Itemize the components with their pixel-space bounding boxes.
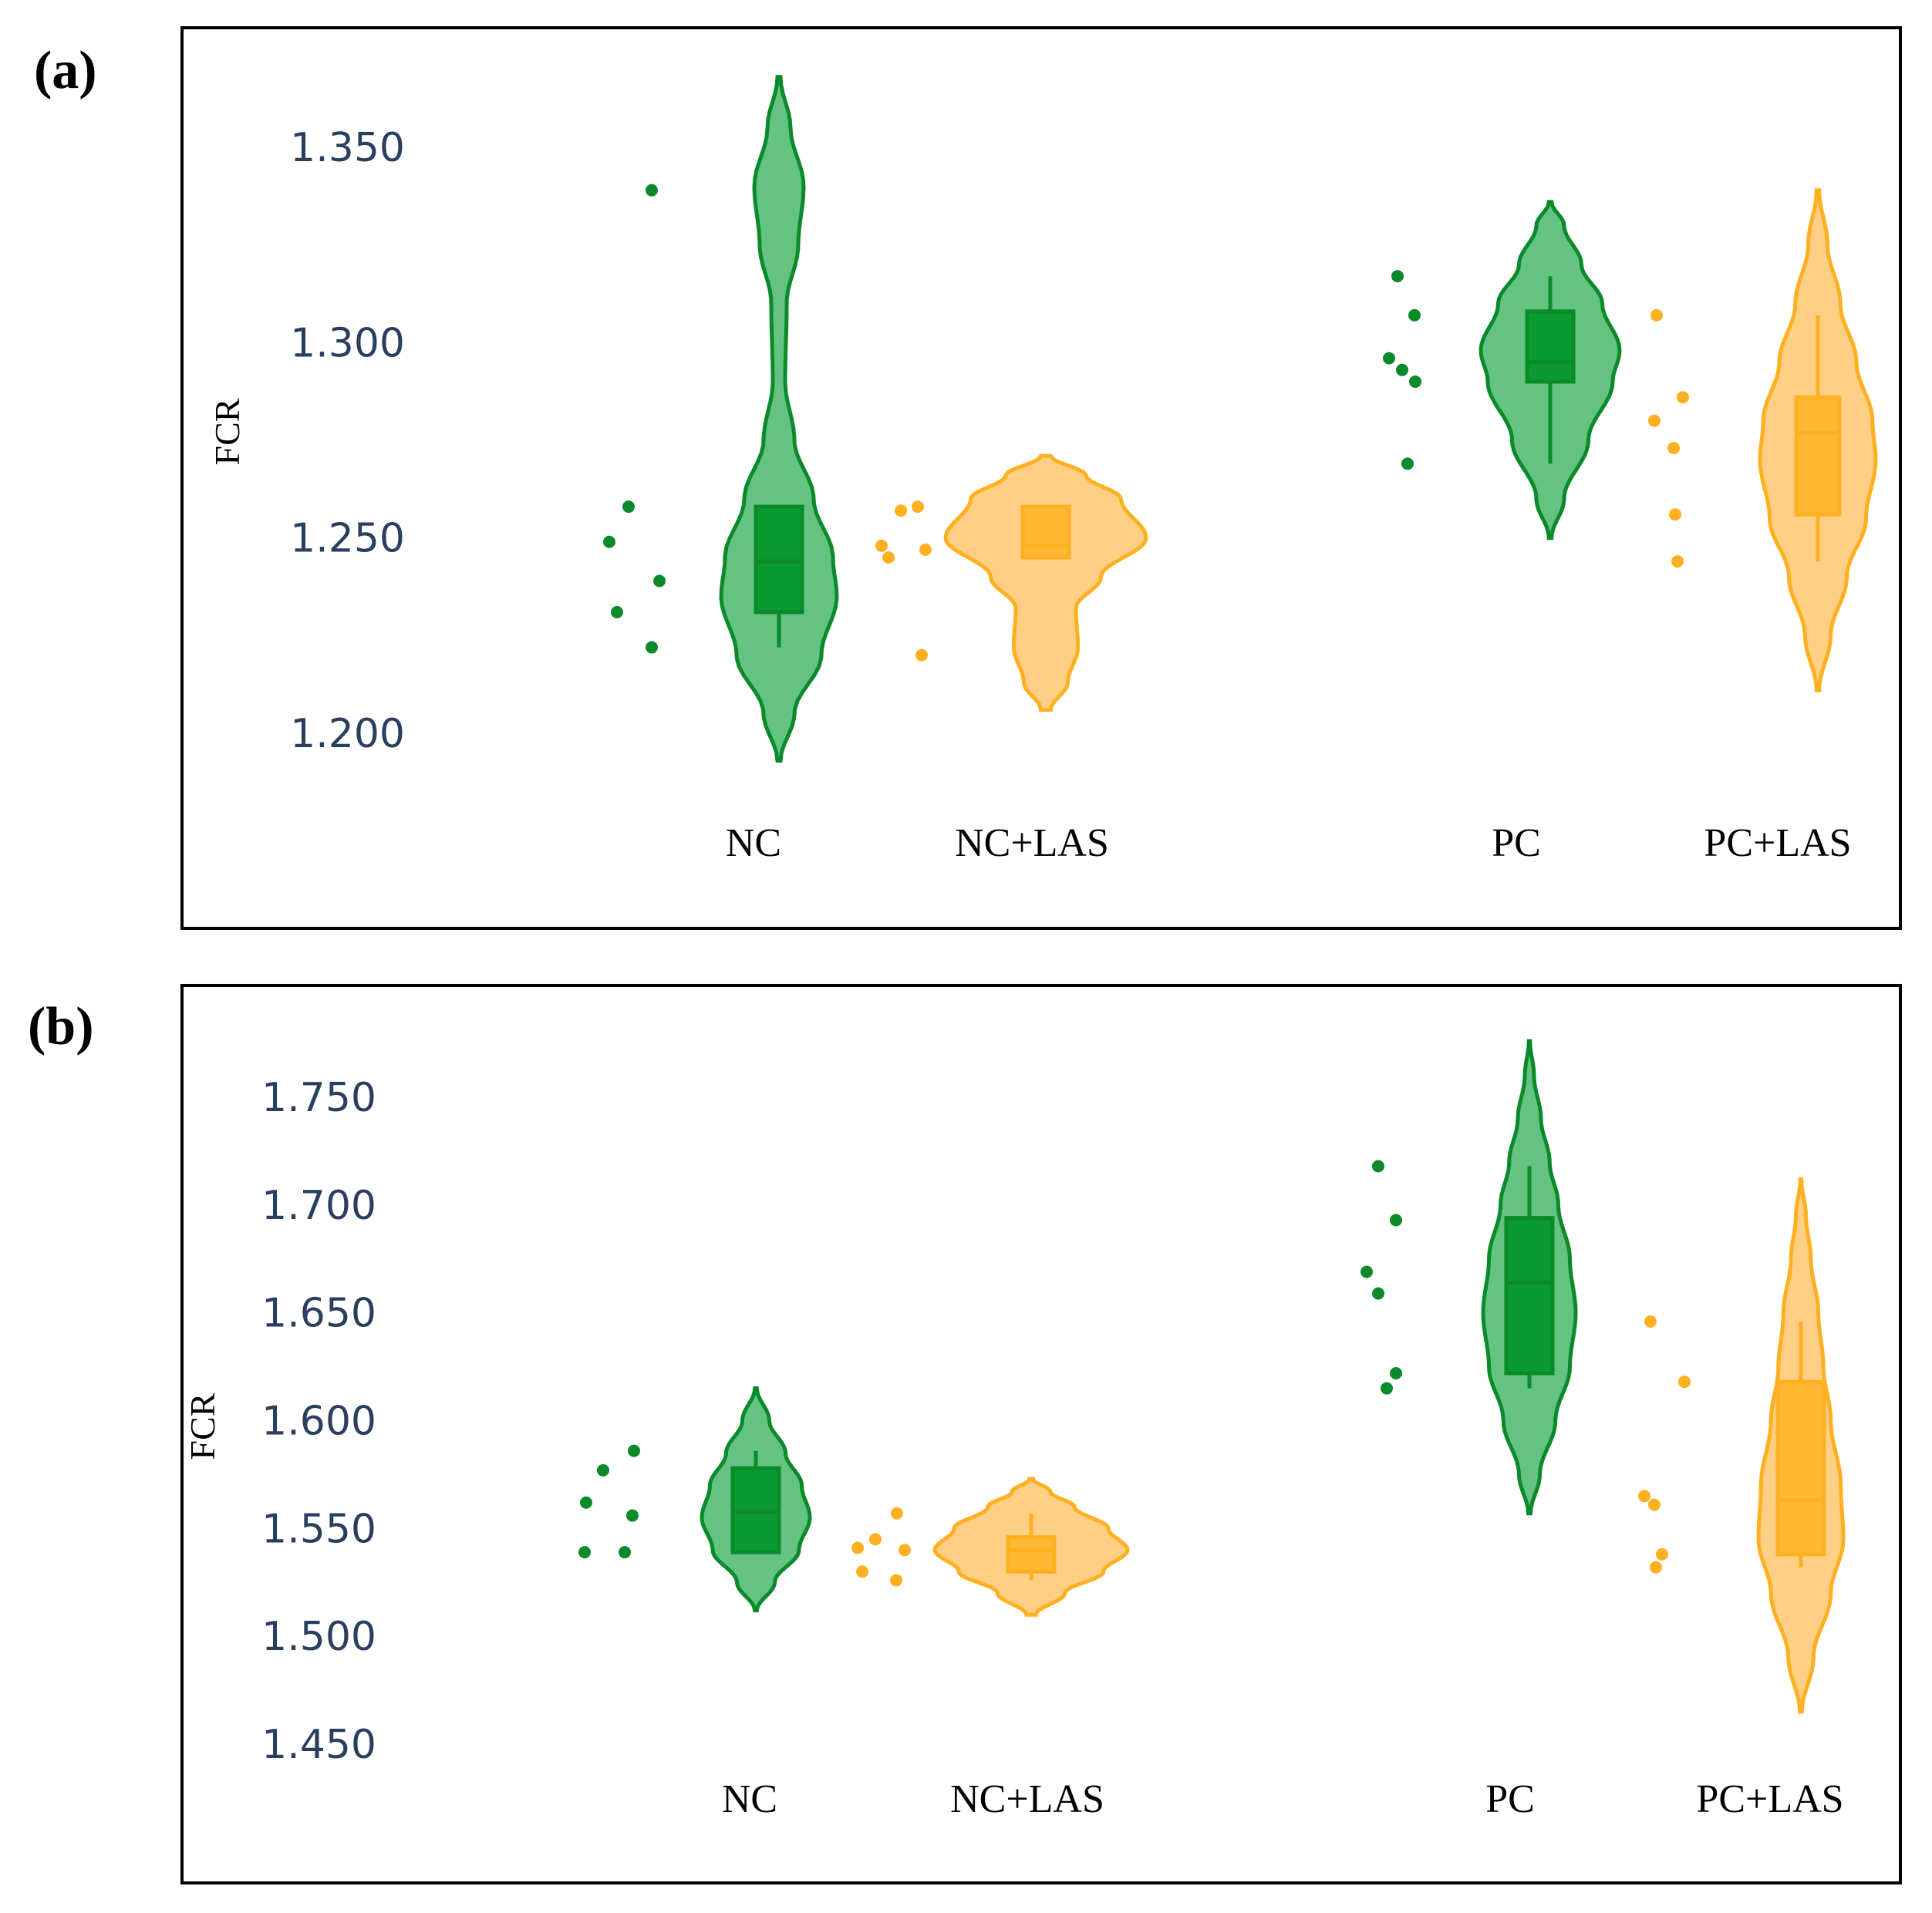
box-iqr (1006, 1535, 1057, 1574)
data-point (912, 500, 924, 514)
data-point (1650, 308, 1663, 322)
data-point (1409, 376, 1421, 388)
violin-nc-las (943, 453, 1148, 712)
data-point (1648, 414, 1661, 427)
data-point (580, 1496, 592, 1509)
violin-nc (719, 75, 839, 763)
y-tick-label: 1.600 (261, 1399, 376, 1445)
data-point (1638, 1490, 1650, 1503)
y-tick-label: 1.300 (290, 320, 405, 366)
x-category-label: PC+LAS (1704, 821, 1851, 865)
data-point (603, 535, 615, 548)
data-point (1648, 1498, 1661, 1511)
data-point (622, 500, 635, 514)
y-tick-label: 1.700 (261, 1183, 376, 1229)
data-point (891, 1507, 903, 1520)
data-point (1390, 1214, 1402, 1227)
data-point (646, 184, 658, 197)
data-point (646, 641, 658, 654)
data-point (578, 1546, 591, 1559)
data-point (611, 605, 623, 618)
box-iqr (754, 504, 804, 615)
data-point (895, 504, 907, 517)
data-point (626, 1509, 639, 1522)
data-point (1677, 391, 1689, 404)
data-point (1401, 457, 1414, 470)
data-point (1391, 270, 1404, 283)
data-point (1671, 555, 1684, 568)
data-point (1396, 363, 1408, 376)
panel-b-label: (b) (28, 997, 94, 1056)
y-tick-label: 1.450 (261, 1722, 376, 1768)
data-point (1667, 442, 1680, 455)
data-point (1408, 308, 1421, 322)
box-iqr (1775, 1379, 1826, 1557)
data-point (619, 1546, 631, 1559)
data-point (628, 1444, 640, 1457)
data-point (899, 1544, 911, 1557)
data-point (915, 648, 928, 662)
x-category-label: NC (722, 1777, 777, 1821)
y-tick-label: 1.250 (290, 516, 405, 562)
data-point (1656, 1548, 1668, 1561)
data-point (1372, 1287, 1384, 1300)
data-point (1650, 1561, 1662, 1574)
y-tick-label: 1.500 (261, 1614, 376, 1660)
data-point (1669, 508, 1681, 521)
panel-b-frame (180, 984, 1902, 1884)
data-point (856, 1565, 868, 1578)
data-point (875, 539, 888, 552)
box-iqr (1020, 504, 1071, 560)
x-category-label: NC+LAS (950, 1777, 1104, 1821)
x-category-label: PC+LAS (1696, 1777, 1843, 1821)
y-tick-label: 1.750 (261, 1075, 376, 1121)
data-point (1360, 1265, 1373, 1278)
data-point (1372, 1160, 1384, 1173)
y-axis-label: FCR (207, 398, 247, 465)
data-point (1390, 1366, 1402, 1379)
x-category-label: NC+LAS (955, 821, 1109, 865)
x-category-label: NC (726, 821, 781, 865)
y-tick-label: 1.200 (290, 711, 405, 757)
data-point (597, 1463, 609, 1477)
data-point (1678, 1376, 1691, 1389)
data-point (869, 1533, 882, 1546)
y-axis-label: FCR (183, 1393, 222, 1460)
y-tick-label: 1.650 (261, 1291, 376, 1337)
y-tick-label: 1.550 (261, 1506, 376, 1552)
data-point (1644, 1315, 1657, 1328)
box-iqr (1525, 309, 1576, 384)
data-point (890, 1574, 902, 1587)
box-iqr (1794, 395, 1842, 517)
panel-a-label: (a) (34, 41, 97, 100)
x-category-label: PC (1492, 821, 1541, 865)
y-tick-label: 1.350 (290, 125, 405, 171)
data-point (851, 1541, 864, 1554)
box-iqr (1504, 1216, 1555, 1376)
data-point (1383, 352, 1395, 365)
data-point (919, 543, 932, 556)
data-point (1381, 1382, 1393, 1395)
data-point (882, 551, 895, 564)
x-category-label: PC (1485, 1777, 1535, 1821)
data-point (653, 574, 666, 588)
